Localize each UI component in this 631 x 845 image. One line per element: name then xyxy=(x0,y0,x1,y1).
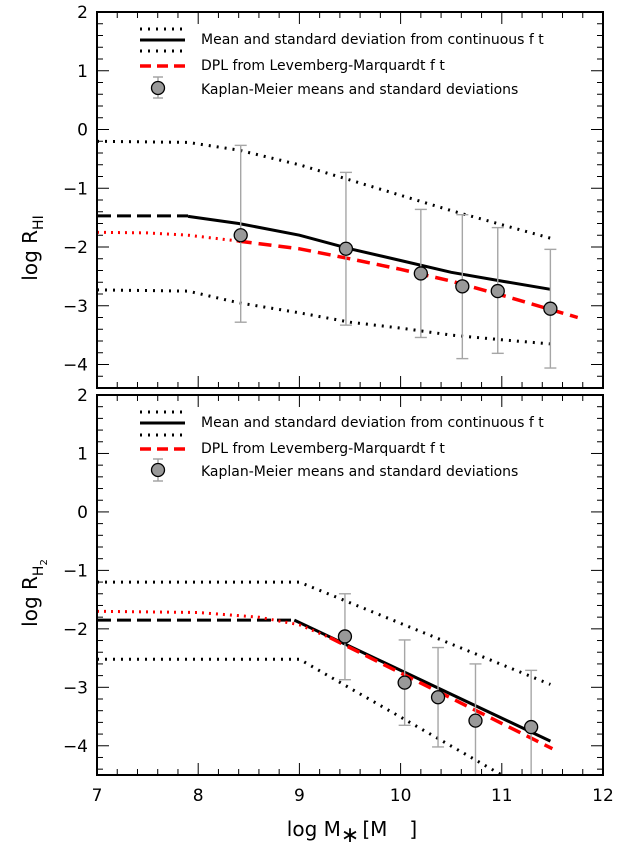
top-line-upper-std xyxy=(97,139,551,240)
top-kaplan-meier-points xyxy=(233,144,558,369)
bottom-series-lines xyxy=(97,580,554,775)
bottom-legend-km-marker xyxy=(150,462,166,478)
bot-km-marker-1 xyxy=(337,629,353,644)
bot-km-point-5 xyxy=(523,669,539,775)
top-ytick-label: 1 xyxy=(77,62,88,82)
bot-ytick-label: 1 xyxy=(77,444,88,464)
top-km-marker-3 xyxy=(413,266,428,281)
bot-km-point-3 xyxy=(430,646,446,748)
bot-ytick-label: 2 xyxy=(77,386,88,406)
top-line-mean xyxy=(187,214,551,291)
top-km-point-5 xyxy=(490,226,505,355)
bottom-legend-entry-km: Kaplan-Meier means and standard deviatio… xyxy=(201,464,518,480)
bot-km-point-4 xyxy=(468,663,483,775)
bot-line-lower-std xyxy=(97,657,503,775)
bot-ytick-label: 0 xyxy=(77,503,88,523)
top-km-marker-2 xyxy=(338,241,354,256)
bot-line-dpl-extrap xyxy=(97,609,331,639)
top-km-marker-1 xyxy=(233,228,248,243)
top-series-lines xyxy=(97,139,579,346)
x-tick-label: 7 xyxy=(92,786,103,806)
top-legend-entry-dpl: DPL from Levemberg-Marquardt f t xyxy=(201,58,445,74)
top-ytick-label: −3 xyxy=(63,297,88,317)
bottom-legend-entry-dpl: DPL from Levemberg-Marquardt f t xyxy=(201,441,445,457)
top-ticks: 2 1 0 −1 −2 −3 −4 xyxy=(63,3,604,389)
top-y-axis-title: log RHI xyxy=(18,215,47,280)
panel-top: 2 1 0 −1 −2 −3 −4 Mean and standard deviation … xyxy=(18,3,604,389)
bot-km-point-2 xyxy=(397,639,412,727)
x-tick-label: 12 xyxy=(592,786,614,806)
top-ytick-label: 0 xyxy=(77,121,88,141)
top-ytick-label: −4 xyxy=(63,356,88,376)
bot-ytick-label: −4 xyxy=(63,737,88,757)
bottom-y-axis-title: log RH2 xyxy=(18,559,50,627)
top-legend-km-marker xyxy=(150,80,166,96)
top-ytick-label: −2 xyxy=(63,238,88,258)
bot-km-marker-4 xyxy=(468,713,483,728)
top-line-lower-std xyxy=(97,288,551,346)
bot-km-marker-5 xyxy=(523,719,539,735)
panel-bottom: 210−1−2−3−47 8 9 10 11 12 Mean and standard d… xyxy=(18,386,614,845)
bot-km-marker-2 xyxy=(397,675,412,690)
top-legend: Mean and standard deviation from continu… xyxy=(140,27,544,99)
top-km-point-6 xyxy=(543,248,558,369)
top-ytick-label: −1 xyxy=(63,179,88,199)
top-km-point-4 xyxy=(455,213,470,360)
top-km-point-3 xyxy=(413,208,428,339)
bot-km-point-1 xyxy=(337,593,353,681)
x-axis-title: log M∗ [M] xyxy=(287,817,417,845)
bot-ytick-label: −3 xyxy=(63,678,88,698)
bot-ytick-label: −2 xyxy=(63,620,88,640)
x-tick-label: 9 xyxy=(294,786,305,806)
top-ytick-label: 2 xyxy=(77,3,88,23)
bottom-plot-frame xyxy=(96,394,604,776)
top-legend-entry-mean: Mean and standard deviation from continu… xyxy=(201,32,544,48)
bottom-kaplan-meier-points xyxy=(337,593,539,775)
top-km-point-1 xyxy=(233,144,248,323)
top-line-dpl xyxy=(238,239,579,320)
x-tick-label: 10 xyxy=(390,786,412,806)
x-tick-label: 8 xyxy=(193,786,204,806)
bot-km-marker-3 xyxy=(430,690,446,705)
top-km-marker-5 xyxy=(490,283,505,299)
bottom-legend-entry-mean: Mean and standard deviation from continu… xyxy=(201,415,544,431)
top-plot-frame xyxy=(96,11,604,389)
x-tick-label: 11 xyxy=(491,786,513,806)
top-line-dpl-extrap xyxy=(97,230,239,243)
top-legend-entry-km: Kaplan-Meier means and standard deviatio… xyxy=(201,82,518,98)
top-km-point-2 xyxy=(338,171,354,326)
top-km-marker-6 xyxy=(543,301,558,316)
bottom-legend: Mean and standard deviation from continu… xyxy=(140,410,544,482)
bot-ytick-label: −1 xyxy=(63,561,88,581)
top-km-marker-4 xyxy=(455,279,470,294)
